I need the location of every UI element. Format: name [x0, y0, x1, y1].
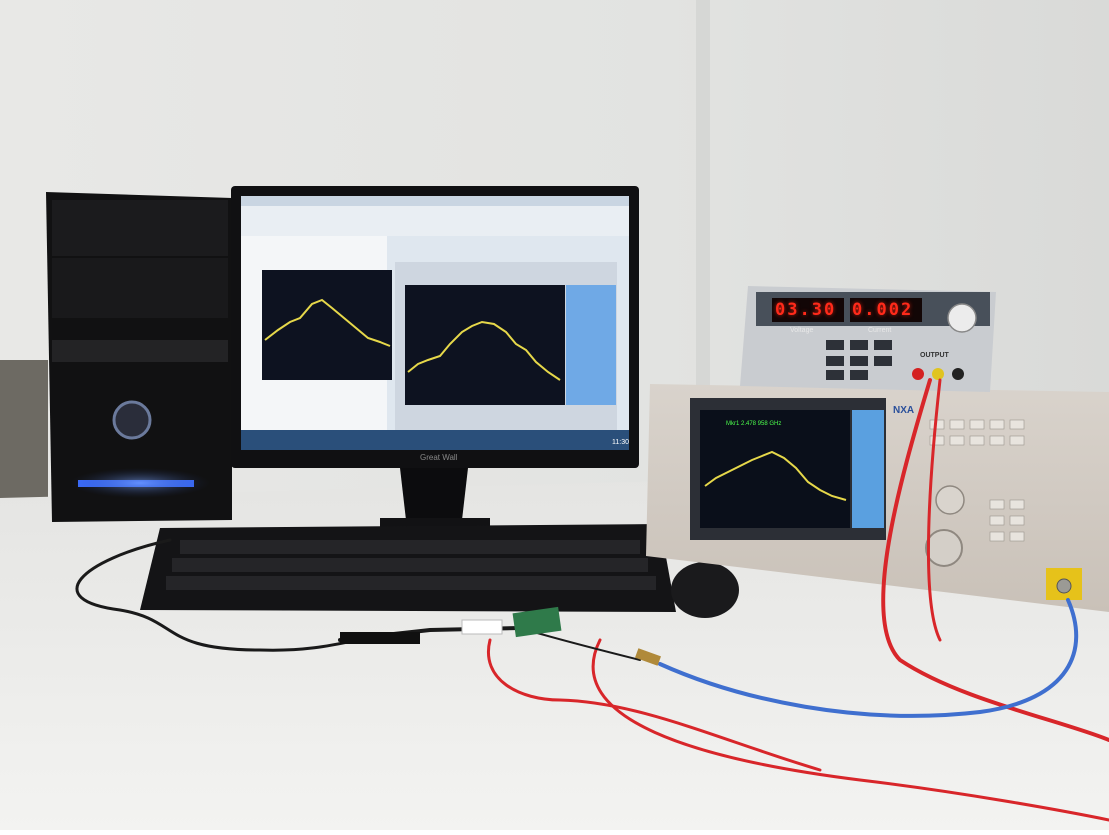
pc-tower: [46, 192, 232, 522]
monitor-brand: Great Wall: [420, 453, 458, 462]
power-supply: [740, 286, 996, 392]
output-label: OUTPUT: [920, 352, 949, 359]
analyzer-marker-readout: Mkr1 2.478 958 GHz: [726, 421, 781, 427]
cable-tag: [461, 619, 503, 635]
voltage-label: Voltage: [790, 327, 814, 334]
cables: [75, 378, 1109, 822]
keyboard-keys: [166, 540, 656, 590]
monitor: 11:30 Great Wall: [231, 186, 639, 530]
terminal-yellow: [932, 368, 944, 380]
analyzer-screen: [700, 410, 850, 528]
voltage-display: [772, 298, 844, 322]
current-label: Current: [868, 327, 892, 334]
current-readout: 0.002: [852, 300, 914, 320]
current-display: [850, 298, 922, 322]
spectrum-window-1: [262, 270, 392, 380]
usb-adapter: [340, 632, 420, 644]
power-supply-keys: [826, 340, 892, 380]
analyzer-brand: NXA: [893, 405, 914, 416]
mouse: [671, 562, 739, 618]
analyzer-keypad: [929, 419, 1025, 542]
sma-connector: [635, 648, 661, 666]
terminal-red: [912, 368, 924, 380]
analyzer-knob: [925, 529, 963, 567]
spectrum-window-2: [405, 285, 565, 405]
dut-board: [512, 606, 562, 638]
power-button-icon: [112, 400, 152, 440]
voltage-readout: 03.30: [775, 300, 837, 320]
spectrum-analyzer: Mkr1 2.478 958 GHz NXA: [646, 384, 1109, 612]
wall-pipe: [696, 0, 710, 400]
power-supply-knob: [947, 303, 977, 333]
taskbar-clock: 11:30: [612, 439, 629, 446]
taskbar: [241, 430, 629, 450]
terminal-black: [952, 368, 964, 380]
wall-shelf: [0, 360, 48, 500]
